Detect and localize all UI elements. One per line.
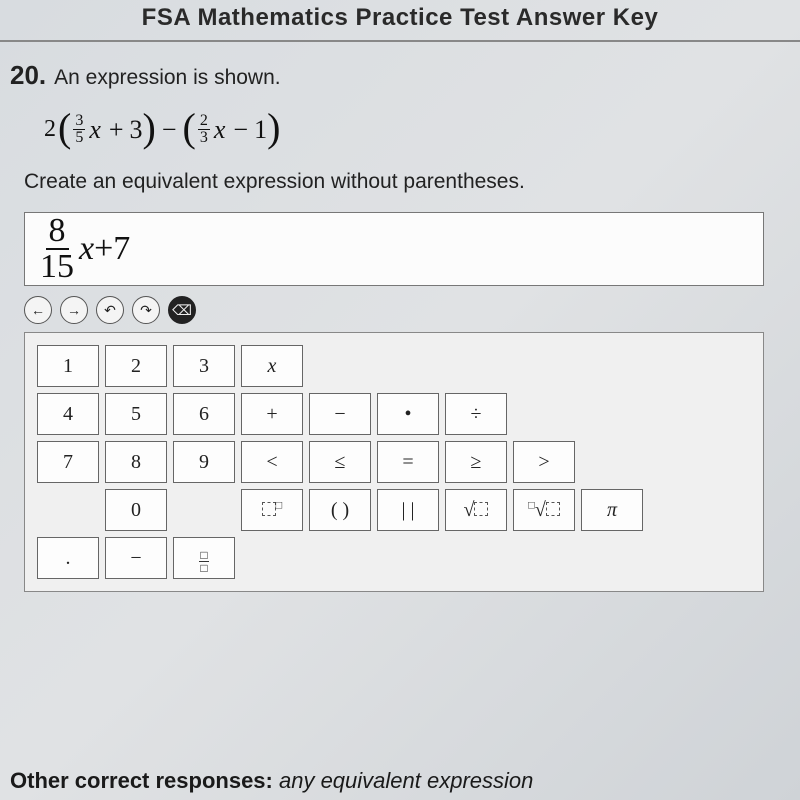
- editor-toolbar: ← → ↶ ↷ ⌫: [24, 296, 764, 324]
- answer-input[interactable]: 8 15 x +7: [24, 212, 764, 286]
- fraction-1: 3 5: [73, 113, 85, 146]
- key-[interactable]: | |: [377, 489, 439, 531]
- key-x[interactable]: x: [241, 345, 303, 387]
- key-[interactable]: ÷: [445, 393, 507, 435]
- question-number: 20.: [10, 60, 46, 91]
- answer-expression: 8 15 x +7: [37, 214, 130, 284]
- plus-op-1: +: [109, 115, 124, 145]
- undo-icon[interactable]: ↶: [96, 296, 124, 324]
- redo-icon[interactable]: ↷: [132, 296, 160, 324]
- key-6[interactable]: 6: [173, 393, 235, 435]
- key-3[interactable]: 3: [173, 345, 235, 387]
- key-8[interactable]: 8: [105, 441, 167, 483]
- math-expression: 2 ( 3 5 x + 3 ) − ( 2 3 x − 1 ): [44, 113, 778, 146]
- key-empty: [173, 489, 235, 531]
- right-arrow-icon[interactable]: →: [60, 296, 88, 324]
- key-[interactable]: −: [105, 537, 167, 579]
- key-[interactable]: ≤: [309, 441, 371, 483]
- key-power[interactable]: □: [241, 489, 303, 531]
- close-paren-1: ): [143, 118, 156, 138]
- footer-bold: Other correct responses:: [10, 768, 273, 793]
- footer-note: Other correct responses: any equivalent …: [10, 768, 533, 794]
- minus-op-2: −: [233, 115, 248, 145]
- instruction-text: Create an equivalent expression without …: [24, 170, 778, 194]
- answer-variable: x: [79, 230, 94, 268]
- key-nth-root[interactable]: □√: [513, 489, 575, 531]
- minus-op: −: [162, 115, 177, 145]
- footer-italic: any equivalent expression: [273, 768, 534, 793]
- open-paren-2: (: [183, 118, 196, 138]
- key-7[interactable]: 7: [37, 441, 99, 483]
- page-title: FSA Mathematics Practice Test Answer Key: [0, 0, 800, 40]
- key-fraction[interactable]: □□: [173, 537, 235, 579]
- key-[interactable]: +: [241, 393, 303, 435]
- key-0[interactable]: 0: [105, 489, 167, 531]
- key-[interactable]: .: [37, 537, 99, 579]
- key-sqrt[interactable]: √: [445, 489, 507, 531]
- backspace-icon[interactable]: ⌫: [168, 296, 196, 324]
- question-header: 20. An expression is shown.: [10, 60, 778, 91]
- variable-x-2: x: [214, 115, 226, 145]
- key-5[interactable]: 5: [105, 393, 167, 435]
- leading-coefficient: 2: [44, 116, 56, 143]
- close-paren-2: ): [267, 118, 280, 138]
- key-[interactable]: >: [513, 441, 575, 483]
- key-4[interactable]: 4: [37, 393, 99, 435]
- open-paren-1: (: [58, 118, 71, 138]
- left-arrow-icon[interactable]: ←: [24, 296, 52, 324]
- question-prompt: An expression is shown.: [54, 66, 280, 90]
- const-1: 3: [130, 115, 143, 145]
- key-[interactable]: π: [581, 489, 643, 531]
- key-[interactable]: ( ): [309, 489, 371, 531]
- key-[interactable]: •: [377, 393, 439, 435]
- const-2: 1: [254, 115, 267, 145]
- key-2[interactable]: 2: [105, 345, 167, 387]
- variable-x-1: x: [89, 115, 101, 145]
- key-1[interactable]: 1: [37, 345, 99, 387]
- key-[interactable]: =: [377, 441, 439, 483]
- keypad-grid: 123x456+−•÷789<≤=≥>0□( )| |√□√π.−□□: [31, 339, 649, 585]
- math-keypad: 123x456+−•÷789<≤=≥>0□( )| |√□√π.−□□: [24, 332, 764, 592]
- key-empty: [37, 489, 99, 531]
- fraction-2: 2 3: [198, 113, 210, 146]
- answer-tail: +7: [94, 230, 130, 268]
- key-[interactable]: −: [309, 393, 371, 435]
- question-content: 20. An expression is shown. 2 ( 3 5 x + …: [0, 42, 800, 592]
- key-[interactable]: ≥: [445, 441, 507, 483]
- key-[interactable]: <: [241, 441, 303, 483]
- answer-fraction: 8 15: [37, 214, 77, 284]
- key-9[interactable]: 9: [173, 441, 235, 483]
